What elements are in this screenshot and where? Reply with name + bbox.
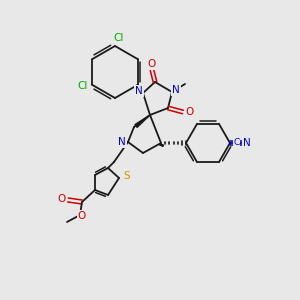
Text: N: N (118, 137, 126, 147)
Text: Cl: Cl (114, 33, 124, 43)
Text: Cl: Cl (77, 81, 88, 91)
Text: O: O (78, 211, 86, 221)
Text: S: S (124, 171, 130, 181)
Text: O: O (147, 59, 155, 69)
Text: C: C (233, 138, 240, 147)
Text: O: O (185, 107, 193, 117)
Text: N: N (172, 85, 180, 95)
Polygon shape (135, 115, 150, 128)
Text: O: O (57, 194, 65, 204)
Text: N: N (135, 86, 143, 96)
Text: N: N (243, 137, 251, 148)
